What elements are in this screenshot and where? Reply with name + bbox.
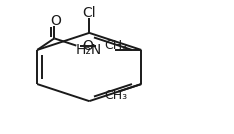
- Text: CH₃: CH₃: [104, 39, 127, 52]
- Text: H₂N: H₂N: [76, 43, 102, 57]
- Text: Cl: Cl: [82, 6, 96, 20]
- Text: O: O: [50, 14, 61, 28]
- Text: CH₃: CH₃: [104, 89, 128, 102]
- Text: O: O: [82, 39, 93, 53]
